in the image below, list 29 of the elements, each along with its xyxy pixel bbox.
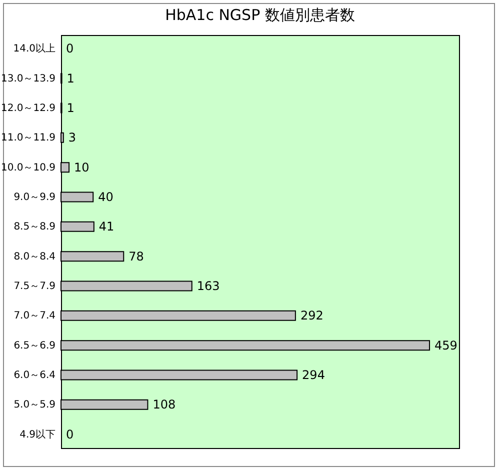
- y-tick-label: 11.0～11.9: [0, 132, 56, 144]
- data-label: 0: [66, 427, 74, 442]
- data-label: 0: [66, 42, 74, 56]
- data-label: 3: [68, 130, 76, 145]
- data-label: 163: [196, 279, 220, 294]
- y-tick-label: 8.0～8.4: [14, 251, 56, 262]
- y-tick-label: 9.0～9.9: [14, 192, 56, 203]
- data-label: 459: [434, 338, 458, 352]
- y-tick-label: 7.5～7.9: [14, 281, 56, 292]
- data-label: 10: [74, 160, 90, 174]
- data-label: 1: [66, 100, 74, 115]
- y-tick-label: 4.9以下: [20, 428, 56, 440]
- y-tick-label: 8.5～8.9: [14, 222, 56, 233]
- data-label: 294: [302, 368, 325, 382]
- y-tick-label: 7.0～7.4: [14, 310, 56, 322]
- y-tick-label: 5.0～5.9: [14, 400, 56, 411]
- y-tick-label: 13.0～13.9: [0, 73, 56, 84]
- data-label: 41: [98, 220, 114, 234]
- data-label: 40: [98, 190, 114, 204]
- y-tick-label: 6.0～6.4: [14, 370, 56, 382]
- y-tick-label: 10.0～10.9: [0, 162, 56, 174]
- data-label: 108: [152, 398, 176, 412]
- data-label: 1: [66, 71, 74, 86]
- y-tick-label: 6.5～6.9: [14, 340, 56, 352]
- data-label: 78: [128, 249, 144, 264]
- data-label: 292: [300, 308, 324, 323]
- chart-title: HbA1c NGSP 数値別患者数: [165, 6, 355, 24]
- y-tick-label: 14.0以上: [13, 42, 56, 55]
- y-tick-label: 12.0～12.9: [0, 102, 56, 114]
